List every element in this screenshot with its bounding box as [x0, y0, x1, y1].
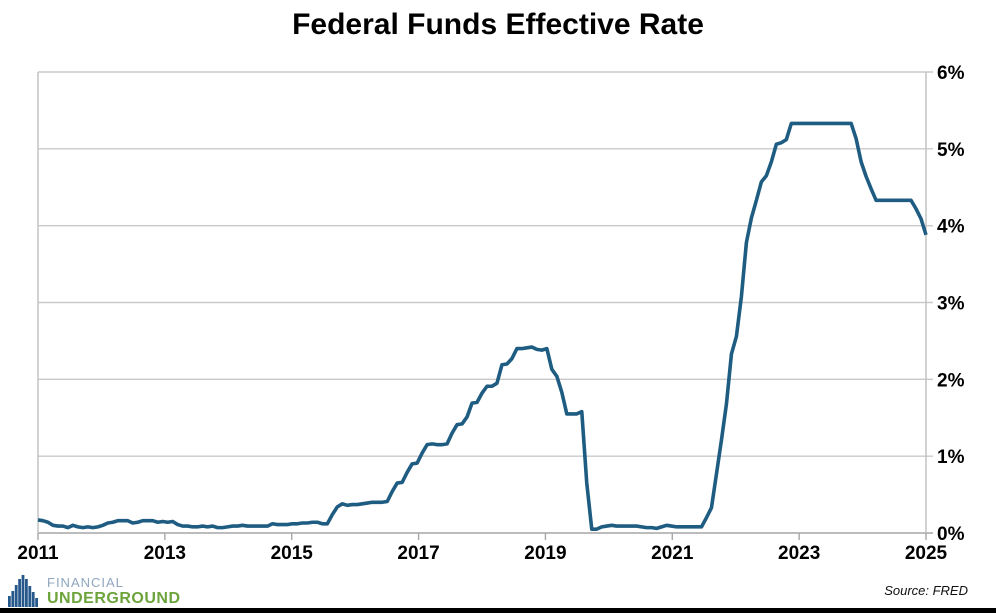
y-axis-label-3pct: 3% [937, 294, 965, 315]
series-federal-funds-rate [37, 121, 928, 531]
chart-title: Federal Funds Effective Rate [292, 8, 704, 41]
x-axis-label-2011: 2011 [17, 543, 59, 564]
y-axis-label-5pct: 5% [937, 140, 965, 161]
source-note: Source: FRED [884, 583, 968, 598]
y-axis-label-4pct: 4% [937, 217, 965, 238]
x-axis-label-2013: 2013 [144, 543, 186, 564]
x-axis-label-2025: 2025 [905, 543, 948, 564]
x-axis-label-2023: 2023 [778, 543, 820, 564]
logo-line1: FINANCIAL [47, 575, 124, 590]
x-axis-label-2019: 2019 [524, 543, 566, 564]
y-axis-label-2pct: 2% [937, 370, 965, 391]
x-axis-label-2017: 2017 [397, 543, 439, 564]
logo-text: FINANCIAL UNDERGROUND [47, 576, 181, 607]
logo-line2: UNDERGROUND [47, 590, 181, 607]
y-axis-label-1pct: 1% [937, 447, 965, 468]
x-axis-label-2021: 2021 [651, 543, 694, 564]
footer-bar [0, 608, 996, 613]
y-axis-label-0pct: 0% [937, 524, 965, 545]
bar-skyline-icon [8, 575, 38, 607]
x-axis-label-2015: 2015 [271, 543, 314, 564]
y-axis-label-6pct: 6% [937, 63, 965, 84]
brand-logo: FINANCIAL UNDERGROUND [8, 572, 181, 607]
